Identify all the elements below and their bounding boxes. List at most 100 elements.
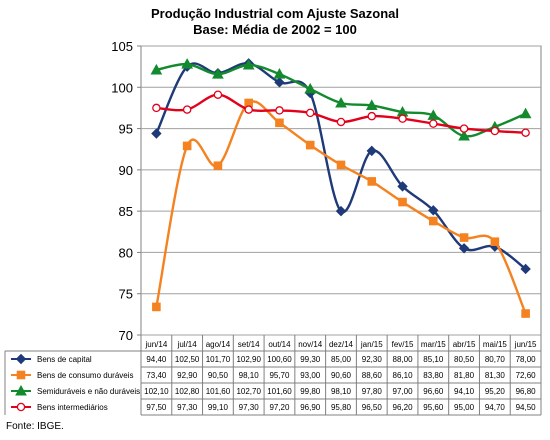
data-point — [490, 126, 500, 136]
data-label: 97,50 — [146, 403, 167, 412]
data-point — [152, 103, 161, 113]
data-point — [519, 107, 532, 119]
data-label: 90,50 — [208, 371, 229, 380]
x-tick-label: out/14 — [268, 340, 291, 349]
data-point — [336, 160, 346, 170]
data-label: 102,10 — [144, 387, 169, 396]
data-label: 94,70 — [485, 403, 506, 412]
data-label: 96,50 — [362, 403, 383, 412]
data-label: 100,60 — [267, 355, 292, 364]
legend-marker — [16, 402, 26, 412]
data-label: 96,60 — [423, 387, 444, 396]
data-point — [335, 205, 347, 217]
data-label: 94,40 — [146, 355, 167, 364]
data-label: 98,10 — [331, 387, 352, 396]
data-label: 97,30 — [239, 403, 260, 412]
data-point — [398, 114, 407, 123]
data-label: 99,10 — [208, 403, 229, 412]
x-tick-label: set/14 — [238, 340, 260, 349]
y-tick-label: 85 — [119, 204, 133, 219]
data-label: 80,50 — [454, 355, 475, 364]
data-point — [458, 129, 470, 141]
data-point — [273, 68, 286, 79]
source-note: Fonte: IBGE. — [6, 421, 64, 432]
x-tick-label: jun/14 — [144, 340, 167, 349]
data-point — [366, 145, 377, 157]
data-point — [336, 117, 346, 127]
x-tick-label: jan/15 — [360, 340, 383, 349]
data-point — [521, 128, 530, 137]
data-point — [427, 109, 440, 120]
legend-marker — [16, 370, 26, 380]
data-label: 92,90 — [177, 371, 198, 380]
y-tick-label: 80 — [119, 245, 133, 260]
data-point — [458, 243, 470, 254]
data-label: 101,60 — [267, 387, 292, 396]
data-label: 98,10 — [239, 371, 260, 380]
data-point — [305, 140, 315, 150]
data-label: 96,80 — [516, 387, 537, 396]
data-point — [151, 128, 162, 139]
data-label: 102,70 — [236, 387, 261, 396]
data-label: 97,20 — [269, 403, 290, 412]
data-label: 96,20 — [393, 403, 414, 412]
y-tick-label: 100 — [111, 80, 133, 95]
data-point — [182, 105, 192, 114]
data-point — [335, 96, 347, 108]
data-point — [428, 205, 439, 216]
data-point — [242, 58, 255, 70]
data-point — [213, 161, 223, 171]
data-label: 97,30 — [177, 403, 198, 412]
data-label: 97,80 — [362, 387, 383, 396]
legend-marker — [15, 353, 27, 365]
data-point — [459, 233, 469, 242]
data-label: 85,10 — [423, 355, 444, 364]
data-label: 97,00 — [393, 387, 414, 396]
x-tick-label: ago/14 — [206, 340, 231, 349]
data-label: 99,80 — [300, 387, 321, 396]
legend-label: Bens intermediários — [37, 403, 108, 412]
data-point — [397, 181, 408, 192]
data-point — [429, 216, 438, 226]
data-label: 102,50 — [175, 355, 200, 364]
data-label: 86,10 — [393, 371, 414, 380]
data-label: 101,70 — [206, 355, 231, 364]
y-tick-label: 90 — [119, 163, 133, 178]
data-label: 96,90 — [300, 403, 321, 412]
plot-area — [140, 45, 542, 336]
data-point — [275, 118, 284, 128]
data-point — [275, 106, 284, 115]
x-tick-label: fev/15 — [392, 340, 414, 349]
data-label: 72,60 — [516, 371, 537, 380]
chart-area: 70 75 80 85 90 95 100 105 jun/14 jul/14 ago/14 set/… — [4, 39, 542, 416]
data-point — [367, 111, 377, 121]
data-label: 95,20 — [485, 387, 506, 396]
data-point — [367, 177, 377, 186]
data-label: 95,60 — [423, 403, 444, 412]
data-label: 101,60 — [206, 387, 231, 396]
data-point — [181, 58, 194, 69]
data-point — [520, 263, 531, 275]
x-tick-label: nov/14 — [298, 340, 323, 349]
y-tick-label: 75 — [119, 287, 133, 302]
data-label: 88,00 — [393, 355, 414, 364]
data-label: 94,10 — [454, 387, 475, 396]
data-point — [244, 105, 253, 114]
data-label: 92,30 — [362, 355, 383, 364]
legend-label: Bens de capital — [37, 355, 92, 364]
data-point — [398, 197, 407, 207]
data-label: 85,00 — [331, 355, 352, 364]
data-label: 81,80 — [454, 371, 475, 380]
data-label: 81,30 — [485, 371, 506, 380]
data-label: 99,30 — [300, 355, 321, 364]
data-point — [274, 77, 285, 88]
data-label: 94,50 — [516, 403, 537, 412]
legend-label: Semiduráveis e não duráveis — [37, 387, 140, 396]
x-tick-label: jun/15 — [514, 340, 537, 349]
data-point — [304, 82, 317, 94]
data-label: 80,70 — [485, 355, 506, 364]
data-label: 88,60 — [362, 371, 383, 380]
data-label: 83,80 — [423, 371, 444, 380]
x-tick-label: mar/15 — [421, 340, 446, 349]
chart-title: Produção Industrial com Ajuste Sazonal — [150, 6, 399, 21]
